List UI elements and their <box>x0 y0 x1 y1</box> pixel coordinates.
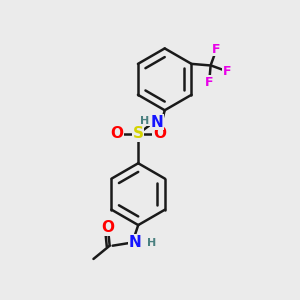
Text: O: O <box>153 126 166 141</box>
Text: O: O <box>102 220 115 235</box>
Text: O: O <box>110 126 124 141</box>
Text: N: N <box>129 235 142 250</box>
Text: N: N <box>150 115 163 130</box>
Text: F: F <box>223 65 231 78</box>
Text: H: H <box>140 116 150 126</box>
Text: H: H <box>147 238 157 248</box>
Text: F: F <box>212 43 221 56</box>
Text: F: F <box>205 76 213 89</box>
Text: S: S <box>133 126 144 141</box>
